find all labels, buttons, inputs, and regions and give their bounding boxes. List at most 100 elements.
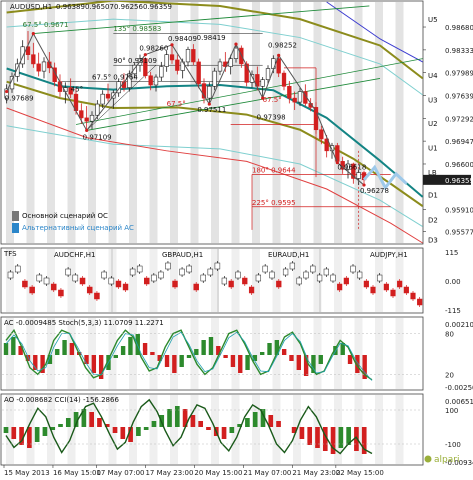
- y-tick-label: 0.97989: [445, 70, 473, 78]
- tfs-candle: [158, 271, 164, 279]
- current-price-box: [423, 174, 471, 185]
- candle-body: [4, 88, 9, 99]
- candle-body: [351, 163, 356, 179]
- x-tick-label: 21 May 23:00: [292, 469, 340, 477]
- tfs-candle: [228, 280, 234, 288]
- fib-label: 180° 0.9644: [252, 167, 296, 175]
- tfs-candle: [377, 274, 383, 282]
- session-band: [375, 395, 383, 464]
- swing-point: [170, 43, 174, 47]
- tfs-candle: [151, 274, 157, 282]
- quote-open: 0.96389: [56, 3, 85, 11]
- session-band: [211, 318, 219, 389]
- session-band: [129, 318, 137, 389]
- tfs-candle: [29, 286, 35, 294]
- x-tick-label: 21 May 07:00: [243, 469, 291, 477]
- tfs-panel-label: AUDCHF,H1: [54, 251, 95, 259]
- session-band: [231, 318, 240, 389]
- tfs-candle: [276, 280, 282, 288]
- x-tick-label: 17 May 07:00: [96, 469, 144, 477]
- x-tick-label: 17 May 23:00: [145, 469, 193, 477]
- tfs-candle: [357, 271, 363, 279]
- session-band: [6, 318, 14, 389]
- session-band: [88, 249, 96, 312]
- candle-body: [127, 73, 132, 88]
- session-band: [108, 318, 117, 389]
- murrey-level-label: U2: [428, 120, 438, 128]
- price-label: 0.98260: [139, 45, 168, 53]
- quote-high: 0.96507: [85, 3, 114, 11]
- session-band: [26, 2, 35, 243]
- session-band: [67, 249, 76, 312]
- median-trend-line: [75, 58, 423, 125]
- swing-point: [314, 109, 318, 113]
- murrey-level-label: D2: [428, 216, 438, 224]
- x-tick-label: 22 May 15:00: [336, 469, 384, 477]
- tfs-candle: [207, 268, 214, 276]
- candle-body: [265, 68, 271, 80]
- tfs-candle: [221, 277, 228, 285]
- tfs-candle: [397, 280, 403, 288]
- candle-body: [57, 81, 63, 92]
- murrey-level-label: LB: [428, 169, 437, 177]
- ac-y-label: 80: [445, 331, 454, 339]
- candle-body: [100, 93, 105, 105]
- tfs-candle: [296, 277, 302, 285]
- candle-body: [313, 107, 319, 131]
- candle-body: [345, 163, 351, 170]
- tfs-candle: [337, 283, 343, 291]
- swing-point: [31, 32, 35, 36]
- session-band: [108, 395, 117, 464]
- session-band: [334, 2, 342, 243]
- session-band: [252, 318, 260, 389]
- ao-y-label: 100: [445, 407, 458, 415]
- swing-point: [207, 102, 211, 106]
- scenario-legend: Основной сценарий ОС Альтернативный сцен…: [12, 211, 134, 233]
- tfs-candle: [289, 262, 296, 270]
- candle-body: [41, 61, 47, 72]
- tfs-candle: [144, 277, 150, 285]
- y-tick-label: 0.96947: [445, 138, 473, 146]
- murrey-level-label: U3: [428, 96, 438, 104]
- session-band: [88, 318, 96, 389]
- tfs-candle: [58, 289, 64, 297]
- session-band: [67, 395, 76, 464]
- price-label: 0.97109: [83, 133, 112, 141]
- session-band: [252, 2, 260, 243]
- tfs-candle: [7, 271, 14, 279]
- tfs-candle: [115, 280, 122, 288]
- swing-point: [5, 89, 9, 94]
- brand-logo: alpari: [434, 455, 459, 465]
- tfs-candle: [94, 292, 100, 300]
- tfs-title: TFS: [3, 250, 17, 258]
- ac-stoch-title: AC -0.0009485 Stoch(5,3,3) 11.0709 11.22…: [4, 319, 164, 327]
- tfs-candle: [383, 283, 389, 291]
- murrey-level-label: D3: [428, 237, 438, 245]
- tfs-candle: [363, 280, 369, 288]
- tfs-y-label: 115: [445, 249, 458, 257]
- candle-body: [196, 61, 201, 84]
- ao-cci-title: AO -0.008682 CCI(14) -156.2866: [4, 396, 119, 404]
- session-band: [6, 395, 14, 464]
- candle-body: [191, 49, 196, 63]
- tfs-candle: [370, 286, 376, 294]
- session-band: [67, 2, 76, 243]
- session-band: [395, 318, 404, 389]
- upper-trend-line: [33, 5, 370, 35]
- tfs-y-label: -115: [445, 307, 461, 315]
- mid-teal-band: [6, 67, 423, 198]
- fib-label: 225° 0.9595: [252, 199, 296, 207]
- tfs-candle: [36, 274, 43, 282]
- tfs-candle: [79, 277, 86, 285]
- candle-body: [164, 54, 169, 67]
- candle-body: [281, 72, 287, 87]
- lower-trend-line: [86, 77, 381, 131]
- candle-body: [89, 114, 95, 122]
- session-band: [170, 318, 178, 389]
- tfs-candle: [403, 286, 409, 294]
- price-label: 0.96618: [337, 164, 366, 172]
- swing-point: [85, 128, 89, 133]
- price-label: 0.97398: [257, 113, 286, 121]
- fib-label: 67.5°: [167, 100, 186, 108]
